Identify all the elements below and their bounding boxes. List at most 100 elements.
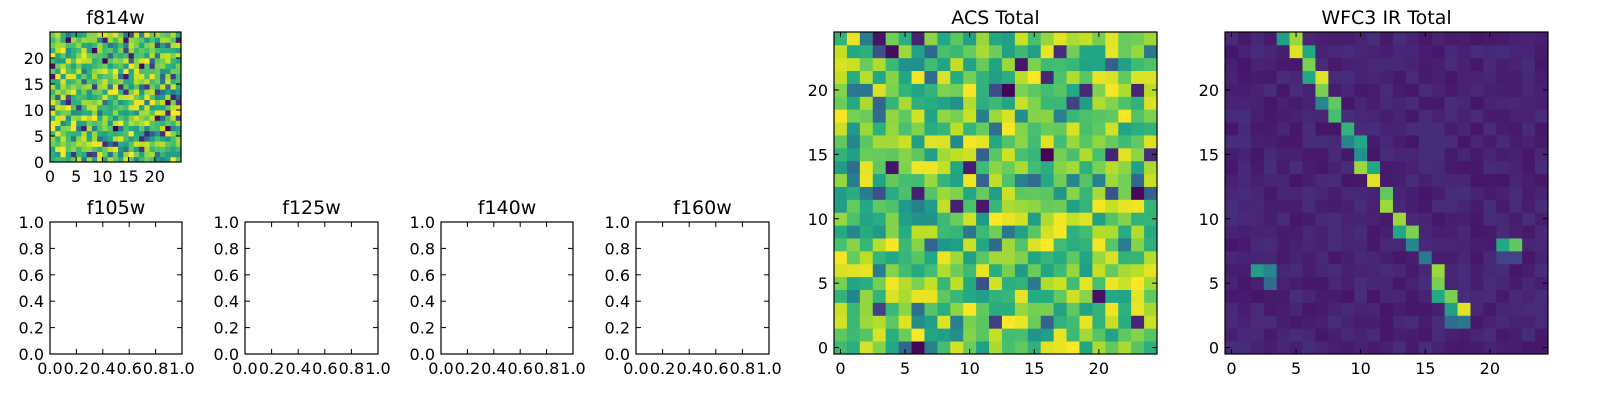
heatmap-cell	[1431, 173, 1446, 187]
heatmap-cell	[898, 328, 912, 342]
heatmap-cell	[50, 156, 56, 163]
heatmap-cell	[170, 156, 177, 163]
heatmap-cell	[1001, 315, 1016, 329]
heatmap-cell	[1276, 109, 1290, 123]
heatmap-cell	[154, 32, 161, 38]
heatmap-cell	[60, 73, 67, 80]
heatmap-cell	[160, 94, 166, 100]
heatmap-cell	[165, 94, 171, 100]
heatmap-cell	[1276, 122, 1290, 136]
heatmap-cell	[859, 83, 874, 97]
heatmap-cell	[1315, 225, 1329, 239]
heatmap-cell	[1535, 44, 1549, 59]
heatmap-cell	[1263, 57, 1278, 72]
heatmap-cell	[128, 47, 135, 54]
heatmap-cell	[1092, 57, 1106, 72]
heatmap-cell	[1131, 263, 1145, 278]
heatmap-cell	[123, 37, 129, 43]
heatmap-cell	[1079, 173, 1093, 187]
heatmap-cell	[1144, 341, 1158, 355]
x-tick-label: 0.0	[623, 359, 648, 378]
heatmap-cell	[70, 63, 77, 69]
y-tick-label: 1.0	[19, 213, 44, 232]
heatmap-cell	[133, 73, 140, 80]
heatmap-cell	[165, 47, 171, 54]
heatmap-cell	[911, 44, 925, 59]
heatmap-cell	[898, 315, 912, 329]
x-tick-label: 20	[1089, 359, 1109, 378]
heatmap-cell	[175, 63, 182, 69]
heatmap-cell	[1354, 173, 1368, 187]
heatmap-cell	[102, 125, 109, 132]
heatmap-cell	[165, 73, 171, 80]
heatmap-cell	[1001, 57, 1016, 72]
heatmap-cell	[1001, 186, 1016, 200]
heatmap-cell	[1431, 186, 1446, 200]
heatmap-cell	[1027, 186, 1042, 200]
panel-title: ACS Total	[951, 7, 1039, 29]
heatmap-cell	[144, 141, 150, 147]
heatmap-cell	[898, 173, 912, 187]
heatmap-cell	[924, 250, 938, 265]
heatmap-cell	[144, 94, 150, 100]
heatmap-cell	[963, 225, 977, 239]
heatmap-cell	[950, 44, 964, 59]
heatmap-cell	[1444, 238, 1458, 252]
heatmap-cell	[1053, 96, 1067, 110]
heatmap-cell	[898, 186, 912, 200]
heatmap-cell	[1289, 83, 1303, 97]
heatmap-cell	[859, 186, 874, 200]
heatmap-cell	[165, 42, 171, 48]
heatmap-cell	[1509, 276, 1523, 290]
heatmap-cell	[1092, 250, 1106, 265]
heatmap-cell	[1053, 302, 1067, 316]
heatmap-cell	[1380, 160, 1394, 175]
heatmap-cell	[123, 68, 129, 74]
x-tick-label: 5	[1291, 359, 1301, 378]
y-tick-label: 0.8	[410, 239, 435, 258]
heatmap-cell	[1522, 173, 1536, 187]
heatmap-cell	[123, 115, 129, 121]
heatmap-cell	[989, 135, 1003, 149]
heatmap-cell	[885, 57, 899, 72]
heatmap-cell	[859, 225, 874, 239]
x-tick-label: 0.8	[730, 359, 755, 378]
heatmap-cell	[872, 122, 887, 136]
heatmap-cell	[937, 147, 951, 162]
heatmap-cell	[1367, 96, 1381, 110]
heatmap-cell	[144, 110, 150, 116]
heatmap-cell	[97, 52, 103, 59]
heatmap-cell	[963, 238, 977, 252]
heatmap-cell	[81, 32, 88, 38]
heatmap-cell	[1328, 315, 1342, 329]
heatmap-cell	[1328, 57, 1342, 72]
heatmap-cell	[107, 47, 114, 54]
heatmap-cell	[1105, 186, 1119, 200]
heatmap-cell	[1118, 289, 1132, 303]
heatmap-cell	[112, 104, 119, 111]
heatmap-cell	[112, 68, 119, 74]
panel-title: f814w	[86, 7, 145, 29]
heatmap-cell	[1276, 238, 1290, 252]
heatmap-cell	[1509, 70, 1523, 84]
heatmap-cell	[924, 263, 938, 278]
heatmap-cell	[1092, 173, 1106, 187]
heatmap-cell	[1276, 173, 1290, 187]
heatmap-cell	[1105, 250, 1119, 265]
heatmap-cell	[86, 89, 93, 95]
heatmap-cell	[1053, 57, 1067, 72]
heatmap-cell	[123, 120, 129, 126]
heatmap-cell	[1302, 315, 1316, 329]
heatmap-cell	[1105, 276, 1119, 290]
heatmap-cell	[1457, 238, 1471, 252]
heatmap-cell	[1027, 199, 1042, 213]
heatmap-cell	[1237, 328, 1252, 342]
heatmap-cell	[834, 96, 848, 110]
heatmap-cell	[128, 68, 135, 74]
x-tick-label: 0.6	[703, 359, 728, 378]
y-tick-label: 0.0	[214, 345, 239, 364]
heatmap-cell	[1392, 83, 1407, 97]
heatmap-cell	[1509, 160, 1523, 175]
heatmap-cell	[937, 122, 951, 136]
heatmap-cell	[1328, 147, 1342, 162]
